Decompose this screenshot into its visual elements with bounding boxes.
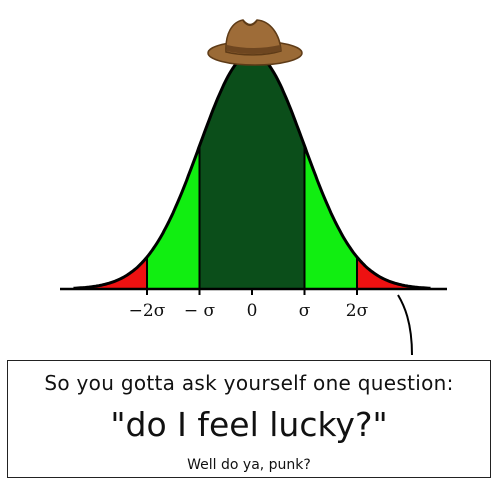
speech-pointer-line xyxy=(397,294,413,356)
cowboy-hat-icon xyxy=(207,19,303,66)
tick-marks xyxy=(146,289,358,295)
tick-label-4: 2σ xyxy=(346,301,369,321)
caption-quote-line: "do I feel lucky?" xyxy=(110,405,388,444)
caption-punk-line: Well do ya, punk? xyxy=(187,457,311,473)
shaded-regions xyxy=(73,53,431,289)
caption-box: So you gotta ask yourself one question: … xyxy=(7,360,491,478)
tick-labels: −2σ − σ 0 σ 2σ xyxy=(129,301,369,321)
region-4 xyxy=(357,257,431,289)
tick-label-3: σ xyxy=(299,301,311,321)
tick-label-1: − σ xyxy=(184,301,216,321)
region-2 xyxy=(199,53,305,289)
region-0 xyxy=(73,257,147,289)
tick-label-2: 0 xyxy=(247,301,258,321)
caption-question-line: So you gotta ask yourself one question: xyxy=(44,371,454,395)
tick-label-0: −2σ xyxy=(129,301,166,321)
